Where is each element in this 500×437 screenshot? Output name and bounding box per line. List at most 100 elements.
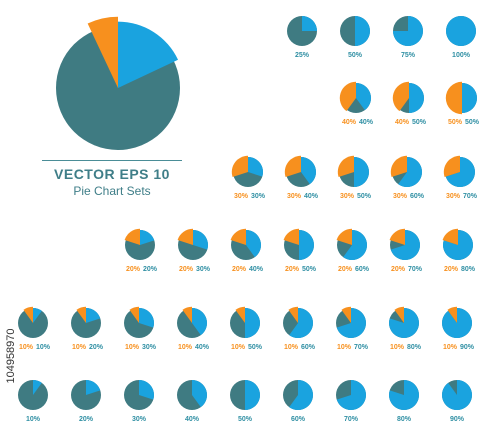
pie-orange-slice	[76, 306, 86, 323]
pie-blue-slice	[289, 308, 314, 339]
pie-label: 20%	[444, 266, 459, 273]
pie-label: 30%	[393, 193, 408, 200]
pie-blue-slice	[336, 380, 367, 410]
pie-label: 20%	[232, 266, 247, 273]
pie-orange-slice	[336, 228, 352, 245]
hero-pie-blue-slice	[118, 21, 179, 88]
pie-label: 30%	[340, 193, 355, 200]
pie-orange-slice	[390, 155, 407, 178]
pie-label: 30%	[251, 193, 266, 200]
pie-orange-slice	[124, 228, 140, 245]
pie-orange-slice	[129, 306, 139, 323]
pie-orange-slice	[394, 306, 404, 323]
pie-label: 60%	[301, 344, 316, 351]
pie-blue-slice	[193, 230, 208, 250]
pie-label: 80%	[407, 344, 422, 351]
pie-label: 40%	[395, 119, 410, 126]
pie-label: 90%	[460, 344, 475, 351]
pie-blue-slice	[33, 380, 42, 395]
pie-orange-slice	[389, 228, 405, 245]
pie-orange-slice	[284, 155, 301, 178]
pie-blue-slice	[389, 380, 420, 410]
pie-label: 10%	[72, 344, 87, 351]
pie-label: 30%	[446, 193, 461, 200]
pie-label: 40%	[359, 119, 374, 126]
pie-blue-slice	[390, 229, 421, 260]
pie-blue-slice	[409, 83, 424, 113]
pie-orange-slice	[445, 81, 462, 115]
pie-label: 40%	[249, 266, 264, 273]
hero-pie-orange-slice	[87, 16, 118, 89]
pie-label: 40%	[304, 193, 319, 200]
pie-blue-slice	[140, 230, 155, 245]
pie-label: 10%	[36, 344, 51, 351]
pie-blue-slice	[86, 380, 101, 395]
pie-orange-slice	[177, 228, 193, 245]
pie-label: 40%	[185, 416, 200, 423]
pie-blue-slice	[86, 308, 101, 323]
pie-orange-slice	[182, 306, 192, 323]
pie-label: 50%	[348, 52, 363, 59]
page-title: VECTOR EPS 10	[54, 166, 170, 182]
pie-blue-slice	[443, 230, 474, 260]
pie-label: 70%	[344, 416, 359, 423]
pie-blue-slice	[356, 83, 372, 111]
pie-blue-slice	[289, 380, 314, 411]
pie-label: 20%	[285, 266, 300, 273]
pie-blue-slice	[139, 308, 154, 328]
pie-label: 40%	[195, 344, 210, 351]
pie-orange-slice	[337, 155, 354, 178]
pie-blue-slice	[192, 308, 207, 336]
pie-blue-slice	[355, 16, 370, 46]
pie-label: 25%	[295, 52, 310, 59]
pie-label: 75%	[401, 52, 416, 59]
pie-label: 30%	[234, 193, 249, 200]
pie-label: 20%	[79, 416, 94, 423]
pie-blue-slice	[33, 308, 42, 323]
pie-blue-slice	[336, 308, 367, 339]
pie-orange-slice	[235, 306, 245, 323]
pie-label: 70%	[354, 344, 369, 351]
pie-blue-slice	[299, 230, 314, 260]
pie-blue-slice	[354, 157, 369, 187]
pie-blue-slice	[389, 308, 420, 338]
pie-label: 10%	[337, 344, 352, 351]
pie-label: 30%	[196, 266, 211, 273]
pie-orange-slice	[230, 228, 246, 245]
pie-label: 10%	[19, 344, 34, 351]
pie-label: 10%	[390, 344, 405, 351]
pie-blue-slice	[245, 380, 260, 410]
pie-label: 50%	[248, 344, 263, 351]
pie-label: 50%	[357, 193, 372, 200]
pie-label: 10%	[26, 416, 41, 423]
pie-blue-slice	[445, 157, 476, 188]
pie-orange-slice	[288, 306, 298, 323]
pie-label: 10%	[231, 344, 246, 351]
pie-label: 10%	[125, 344, 140, 351]
pie-label: 20%	[179, 266, 194, 273]
pie-blue-slice	[446, 16, 476, 46]
pie-blue-slice	[302, 16, 317, 31]
side-id: 104958970	[5, 328, 17, 384]
pie-orange-slice	[341, 306, 351, 323]
pie-label: 30%	[132, 416, 147, 423]
pie-blue-slice	[393, 16, 423, 46]
pie-blue-slice	[245, 308, 260, 338]
pie-label: 30%	[287, 193, 302, 200]
pie-blue-slice	[398, 157, 423, 188]
pie-label: 100%	[452, 52, 471, 59]
pie-blue-slice	[248, 157, 263, 177]
pie-label: 50%	[238, 416, 253, 423]
pie-label: 70%	[408, 266, 423, 273]
pie-blue-slice	[301, 157, 317, 185]
pie-blue-slice	[192, 380, 207, 408]
pie-label: 20%	[143, 266, 158, 273]
pie-orange-slice	[339, 81, 356, 112]
pie-label: 10%	[443, 344, 458, 351]
pie-orange-slice	[283, 228, 299, 245]
pie-label: 60%	[410, 193, 425, 200]
pie-blue-slice	[462, 83, 477, 113]
pie-label: 50%	[448, 119, 463, 126]
pie-label: 10%	[178, 344, 193, 351]
pie-blue-slice	[343, 229, 368, 260]
